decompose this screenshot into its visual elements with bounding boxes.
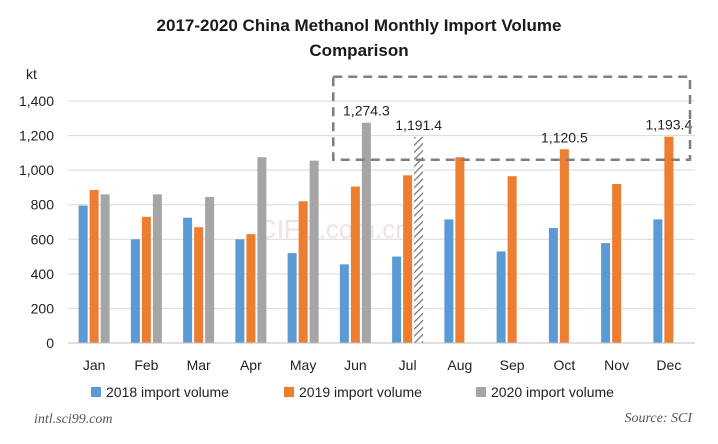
legend-label-2020: 2020 import volume (491, 384, 614, 400)
data-label: 1,193.4 (646, 117, 693, 133)
x-axis-ticks: Jan Feb Mar Apr May Jun Jul Aug Sep Oct Nov Dec (83, 357, 681, 373)
bar (205, 196, 215, 343)
bar (89, 190, 99, 343)
legend-label-2019: 2019 import volume (299, 384, 422, 400)
x-tick-label: May (290, 357, 316, 373)
x-tick-label: Dec (656, 357, 681, 373)
y-tick-label: 1,400 (19, 93, 54, 109)
y-axis-ticks: 0 200 400 600 800 1,000 1,200 1,400 (19, 93, 54, 351)
bar (496, 251, 506, 343)
bar (298, 201, 308, 343)
bar (339, 264, 349, 343)
bar (350, 186, 360, 343)
bar (309, 160, 319, 343)
bar (392, 256, 402, 343)
legend: 2018 import volume 2019 import volume 20… (91, 384, 614, 400)
bar (152, 194, 162, 343)
y-tick-label: 600 (31, 231, 55, 247)
x-tick-label: Mar (187, 357, 211, 373)
x-tick-label: Oct (553, 357, 575, 373)
bar (287, 253, 297, 343)
y-tick-label: 1,000 (19, 162, 54, 178)
bar (361, 122, 371, 343)
bar (246, 234, 256, 343)
x-tick-label: Jul (399, 357, 417, 373)
footer-website: intl.sci99.com (34, 412, 113, 427)
legend-swatch-2019 (284, 387, 294, 397)
bar (100, 194, 110, 343)
data-labels: 1,274.3 1,191.4 1,120.5 1,193.4 (343, 103, 692, 146)
x-tick-label: Sep (500, 357, 525, 373)
bar (653, 219, 663, 343)
chart-title-line1: 2017-2020 China Methanol Monthly Import … (157, 16, 562, 35)
bars (78, 122, 674, 343)
y-tick-label: 0 (46, 335, 54, 351)
bar (559, 149, 569, 343)
y-tick-label: 400 (31, 266, 55, 282)
bar (548, 228, 558, 343)
data-label: 1,274.3 (343, 103, 390, 119)
legend-swatch-2018 (91, 387, 101, 397)
bar (601, 243, 611, 343)
bar (403, 175, 413, 343)
footer-source: Source: SCI (624, 411, 693, 426)
x-tick-label: Apr (240, 357, 262, 373)
bar (235, 239, 245, 343)
bar (130, 239, 140, 343)
chart-title-line2: Comparison (309, 41, 408, 60)
bar (612, 183, 622, 343)
x-tick-label: Aug (447, 357, 472, 373)
highlight-box (332, 75, 692, 162)
bar (455, 157, 465, 343)
legend-swatch-2020 (476, 387, 486, 397)
bar-hatched (414, 137, 424, 343)
x-tick-label: Nov (604, 357, 629, 373)
x-tick-label: Feb (134, 357, 158, 373)
legend-label-2018: 2018 import volume (106, 384, 229, 400)
x-tick-label: Jun (344, 357, 367, 373)
gridlines (68, 100, 695, 309)
bar (507, 176, 517, 343)
data-label: 1,120.5 (541, 129, 588, 145)
y-tick-label: 1,200 (19, 128, 54, 144)
bar (444, 219, 454, 343)
bar (194, 227, 204, 343)
bar (183, 217, 193, 343)
x-tick-label: Jan (83, 357, 106, 373)
bar (257, 157, 267, 343)
data-label: 1,191.4 (395, 117, 442, 133)
bar (141, 216, 151, 343)
bar (664, 136, 674, 343)
y-axis-unit: kt (26, 66, 37, 82)
y-tick-label: 200 (31, 300, 55, 316)
bar (78, 205, 88, 343)
y-tick-label: 800 (31, 197, 55, 213)
